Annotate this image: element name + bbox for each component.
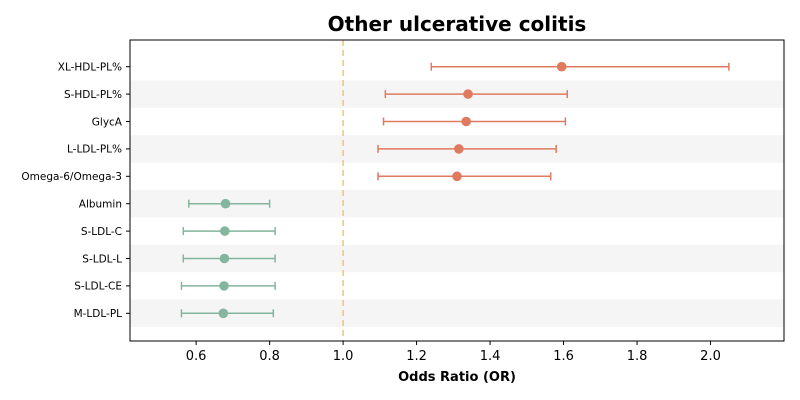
row-mark-2 (382, 116, 567, 127)
x-tick-label: 0.6 (186, 349, 207, 364)
y-tick-label: Omega-6/Omega-3 (21, 171, 122, 183)
x-tick-label: 1.0 (333, 349, 354, 364)
y-tick-label: S-HDL-PL% (64, 89, 122, 101)
row-mark-0 (430, 61, 730, 72)
point-estimate (556, 61, 567, 72)
point-estimate (452, 171, 462, 182)
x-axis: 0.6 0.8 1.0 1.2 1.4 1.6 1.8 2.0 (186, 341, 721, 364)
y-tick-label: Albumin (79, 199, 122, 211)
x-tick-label: 1.4 (480, 349, 501, 364)
point-estimate (218, 308, 229, 319)
x-tick-label: 0.8 (259, 349, 280, 364)
point-estimate (219, 253, 230, 264)
x-tick-label: 1.8 (627, 349, 648, 364)
row-mark-8 (180, 281, 276, 291)
y-tick-label: S-LDL-CE (74, 281, 122, 293)
y-tick-label: S-LDL-C (81, 226, 122, 238)
chart-title: Other ulcerative colitis (328, 12, 587, 36)
plot-frame (129, 39, 785, 342)
row-mark-6 (182, 226, 276, 236)
x-axis-label: Odds Ratio (OR) (398, 370, 516, 385)
row-mark-5 (188, 198, 271, 209)
y-tick-label: M-LDL-PL (74, 308, 123, 320)
point-estimate (220, 198, 231, 209)
x-tick-label: 1.6 (553, 349, 574, 364)
row-mark-3 (377, 144, 557, 154)
point-estimate (219, 281, 229, 291)
point-estimate (463, 89, 473, 99)
row-mark-4 (377, 171, 552, 182)
point-estimate (454, 144, 464, 154)
row-mark-9 (180, 308, 275, 319)
y-tick-labels: XL-HDL-PL% S-HDL-PL% GlycA L-LDL-PL% Omega-6… (21, 62, 130, 320)
point-estimate (461, 116, 471, 127)
x-tick-label: 1.2 (406, 349, 427, 364)
row-mark-1 (384, 89, 568, 99)
y-tick-label: GlycA (92, 116, 123, 128)
row-mark-7 (182, 253, 276, 264)
point-estimate (219, 226, 230, 236)
x-tick-label: 2.0 (700, 349, 721, 364)
y-tick-label: XL-HDL-PL% (58, 62, 122, 74)
y-tick-label: S-LDL-L (82, 253, 122, 265)
y-tick-label: L-LDL-PL% (67, 144, 122, 156)
data-marks (180, 61, 730, 319)
